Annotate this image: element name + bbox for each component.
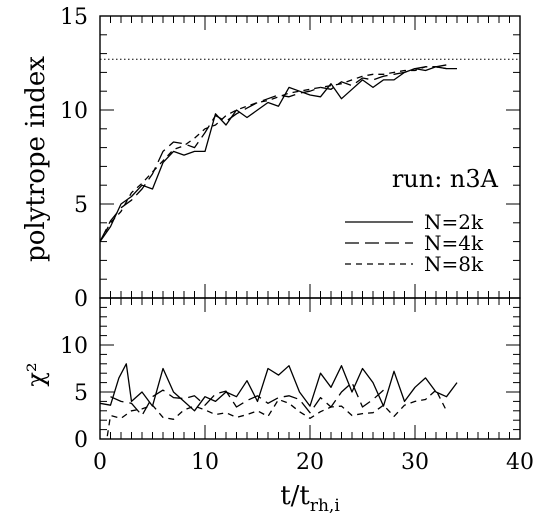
x-axis-label-subscript: rh,i xyxy=(310,496,340,516)
x-tick-label: 20 xyxy=(296,450,324,475)
bottom-panel: 0 5 10 0 10 20 30 40 χ² t/trh,i xyxy=(22,297,534,516)
y-tick-label: 0 xyxy=(74,287,88,312)
y-tick-label: 10 xyxy=(60,334,88,359)
bottom-series-n8k xyxy=(106,389,448,437)
x-tick-label: 10 xyxy=(191,450,219,475)
top-y-axis-label: polytrope index xyxy=(21,56,51,262)
x-tick-label: 30 xyxy=(401,450,429,475)
legend-label-n2k: N=2k xyxy=(424,210,484,234)
y-tick-label: 0 xyxy=(74,428,88,453)
top-series-n2k xyxy=(99,66,457,242)
x-tick-label: 40 xyxy=(506,450,534,475)
legend-label-n8k: N=8k xyxy=(424,252,484,276)
x-axis-label-main: t/t xyxy=(280,481,310,511)
top-y-tick-labels: 0 5 10 15 xyxy=(60,5,88,312)
y-tick-label: 15 xyxy=(60,5,88,30)
top-series-n4k xyxy=(99,64,447,242)
top-panel: 0 5 10 15 polytrope index run: n3A N=2kN=4k… xyxy=(21,5,521,312)
bottom-ticks xyxy=(99,297,521,440)
x-tick-labels: 0 10 20 30 40 xyxy=(93,450,534,475)
bottom-series-group xyxy=(99,363,458,437)
bottom-y-axis-label: χ² xyxy=(22,362,50,386)
x-tick-label: 0 xyxy=(93,450,107,475)
y-tick-label: 5 xyxy=(74,381,88,406)
top-series-group xyxy=(99,64,457,242)
legend-label-n4k: N=4k xyxy=(424,231,484,255)
bottom-series-n2k xyxy=(99,363,458,412)
run-annotation: run: n3A xyxy=(392,165,499,193)
bottom-series-n4k xyxy=(110,381,384,417)
bottom-y-tick-labels: 0 5 10 xyxy=(60,334,88,453)
x-axis-label: t/trh,i xyxy=(280,481,340,516)
y-tick-label: 5 xyxy=(74,193,88,218)
legend: N=2kN=4kN=8k xyxy=(345,210,484,276)
top-series-n8k xyxy=(99,66,447,242)
y-tick-label: 10 xyxy=(60,99,88,124)
